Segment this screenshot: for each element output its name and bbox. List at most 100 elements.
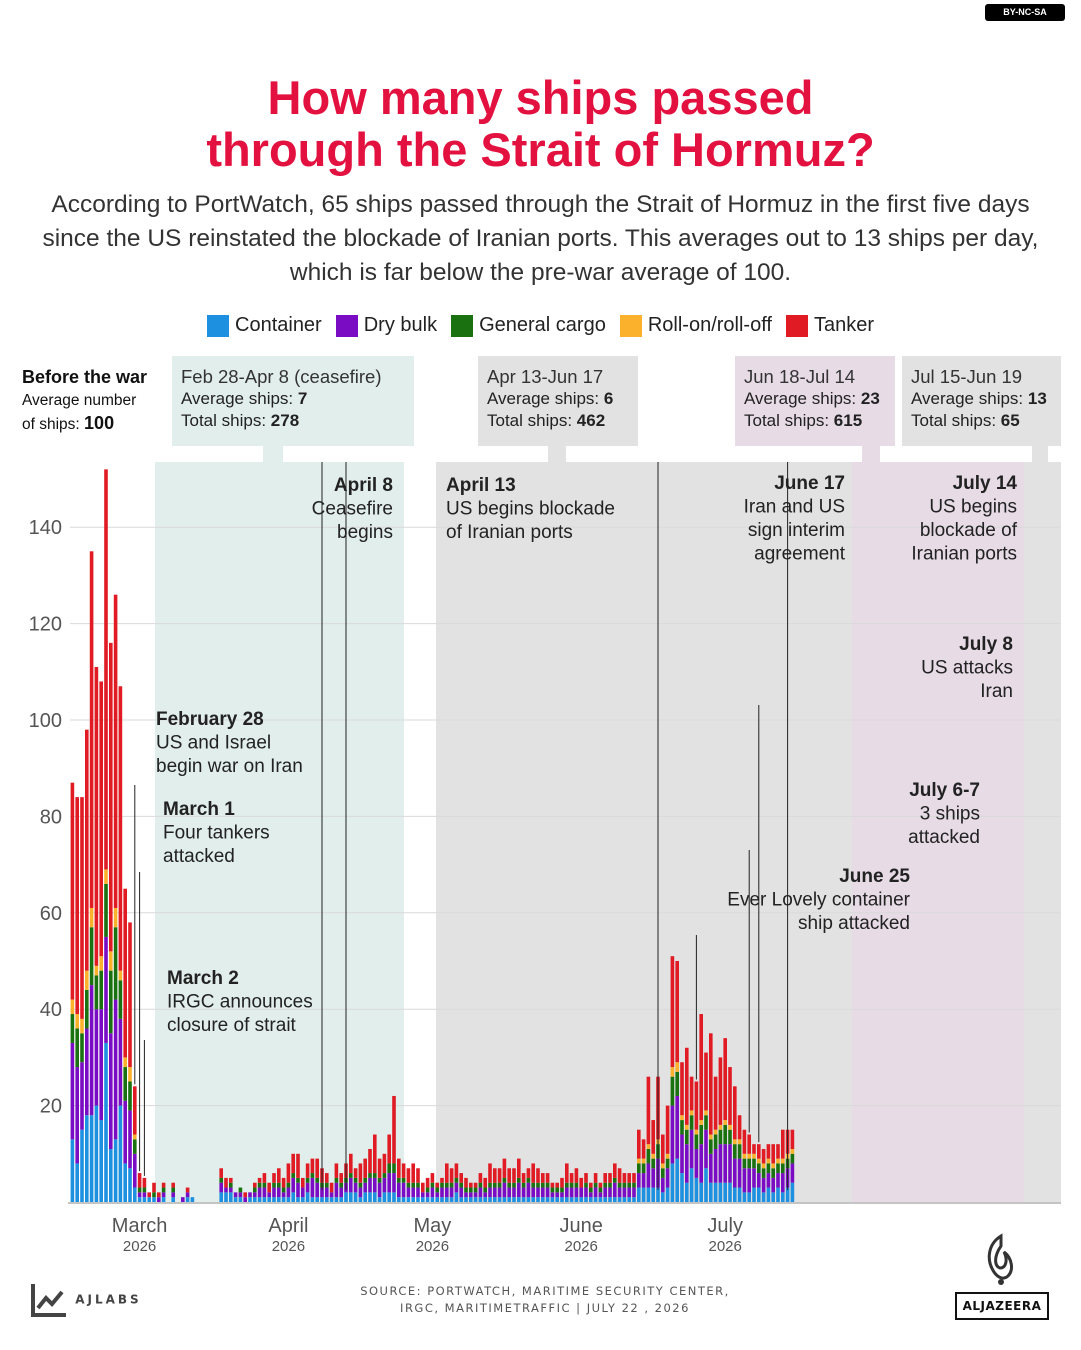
bar-segment-tanker — [661, 1134, 665, 1164]
bar-segment-container — [99, 1120, 103, 1202]
bar-segment-dry-bulk — [99, 1009, 103, 1121]
bar-segment-dry-bulk — [560, 1192, 564, 1198]
bar-segment-container — [661, 1192, 665, 1202]
bar-segment-container — [411, 1197, 415, 1202]
bar-segment-tanker — [85, 729, 89, 971]
bar-segment-dry-bulk — [392, 1173, 396, 1193]
bar-segment-dry-bulk — [397, 1182, 401, 1198]
bar-segment-tanker — [790, 1129, 795, 1149]
bar-segment-tanker — [694, 1081, 699, 1130]
bar-segment-tanker — [281, 1177, 286, 1188]
bar-segment-roll-on-roll-off — [675, 1062, 679, 1072]
bar-segment-container — [627, 1197, 631, 1202]
bar-segment-tanker — [781, 1129, 785, 1159]
annotation-heading: March 2 — [167, 968, 239, 989]
bar-segment-roll-on-roll-off — [704, 1110, 708, 1116]
bar-segment-dry-bulk — [699, 1144, 703, 1183]
bar-segment-general-cargo — [737, 1144, 742, 1159]
bar-segment-roll-on-roll-off — [713, 1129, 718, 1135]
x-tick-year: 2026 — [272, 1238, 305, 1255]
bar-segment-general-cargo — [440, 1182, 444, 1188]
bar-segment-general-cargo — [502, 1177, 507, 1183]
bar-segment-tanker — [142, 1177, 147, 1188]
bar-segment-container — [363, 1192, 367, 1202]
bar-segment-dry-bulk — [689, 1129, 694, 1169]
bar-segment-container — [147, 1197, 151, 1202]
bar-segment-dry-bulk — [627, 1187, 631, 1198]
bar-segment-general-cargo — [128, 1081, 132, 1111]
bar-segment-dry-bulk — [104, 936, 108, 1043]
bar-segment-container — [253, 1197, 257, 1202]
legend-item-roro: Roll-on/roll-off — [619, 314, 772, 337]
bar-segment-dry-bulk — [517, 1182, 521, 1198]
bar-segment-general-cargo — [536, 1182, 540, 1188]
bar-segment-container — [397, 1197, 401, 1202]
bar-segment-dry-bulk — [113, 999, 118, 1140]
bar-segment-general-cargo — [608, 1182, 612, 1188]
bar-segment-general-cargo — [425, 1187, 430, 1193]
bar-segment-tanker — [565, 1163, 569, 1183]
chart-subtitle: According to PortWatch, 65 ships passed … — [42, 191, 1039, 286]
bar-segment-container — [113, 1139, 118, 1202]
legend-label: General cargo — [479, 314, 606, 336]
bar-segment-roll-on-roll-off — [70, 999, 75, 1015]
bar-segment-roll-on-roll-off — [699, 1120, 703, 1125]
bar-segment-roll-on-roll-off — [752, 1153, 756, 1159]
bar-segment-general-cargo — [526, 1177, 531, 1183]
bar-segment-container — [742, 1192, 747, 1202]
bar-segment-dry-bulk — [589, 1192, 593, 1198]
bar-segment-general-cargo — [382, 1173, 387, 1178]
bar-segment-dry-bulk — [257, 1187, 262, 1198]
bar-segment-dry-bulk — [545, 1187, 550, 1198]
bar-segment-dry-bulk — [661, 1177, 665, 1193]
bar-segment-tanker — [574, 1168, 579, 1183]
legend-swatch — [335, 314, 358, 337]
bar-segment-container — [272, 1197, 276, 1202]
period-band-blockade-1 — [436, 462, 852, 1202]
bar-segment-container — [133, 1187, 137, 1202]
bar-segment-container — [430, 1197, 435, 1202]
bar-segment-dry-bulk — [694, 1148, 699, 1178]
bar-segment-general-cargo — [70, 1014, 75, 1043]
legend-item-tanker: Tanker — [785, 314, 874, 337]
period-band-interim — [852, 462, 1024, 1202]
bar-segment-dry-bulk — [291, 1177, 295, 1193]
bar-segment-container — [262, 1197, 267, 1202]
legend-item-dry-bulk: Dry bulk — [335, 314, 437, 337]
bar-segment-dry-bulk — [85, 1028, 89, 1116]
bar-segment-general-cargo — [377, 1177, 382, 1183]
bar-segment-dry-bulk — [757, 1173, 761, 1188]
x-tick-year: 2026 — [565, 1238, 598, 1255]
annotation-heading: June 25 — [839, 866, 910, 887]
y-tick-label: 60 — [40, 903, 62, 925]
bar-segment-general-cargo — [229, 1182, 233, 1188]
bar-segment-dry-bulk — [603, 1187, 607, 1198]
gridlines — [70, 526, 1061, 1107]
bar-segment-container — [651, 1187, 655, 1202]
bar-segment-general-cargo — [430, 1182, 435, 1188]
bar-segment-roll-on-roll-off — [128, 1067, 132, 1082]
bar-segment-general-cargo — [689, 1115, 694, 1130]
bar-segment-dry-bulk — [473, 1192, 478, 1198]
bar-segment-dry-bulk — [781, 1173, 785, 1193]
bar-segment-dry-bulk — [363, 1182, 367, 1193]
bar-segment-container — [80, 1129, 84, 1202]
bar-segment-container — [89, 1115, 94, 1202]
bar-segment-tanker — [536, 1168, 540, 1183]
bar-segment-tanker — [128, 922, 132, 1068]
bar-segment-container — [224, 1192, 228, 1202]
bar-segment-container — [104, 1042, 108, 1202]
bar-segment-roll-on-roll-off — [718, 1124, 723, 1130]
bar-segment-dry-bulk — [550, 1192, 555, 1198]
bar-segment-container — [267, 1197, 271, 1202]
bar-segment-dry-bulk — [262, 1187, 267, 1198]
bar-segment-dry-bulk — [555, 1192, 559, 1198]
bar-segment-dry-bulk — [435, 1192, 439, 1198]
bar-segment-tanker — [579, 1177, 583, 1188]
bar-segment-tanker — [329, 1182, 334, 1193]
bar-segment-tanker — [387, 1134, 391, 1164]
bar-segment-general-cargo — [781, 1163, 785, 1174]
bar-segment-dry-bulk — [766, 1173, 771, 1188]
bar-segment-tanker — [685, 1047, 689, 1125]
